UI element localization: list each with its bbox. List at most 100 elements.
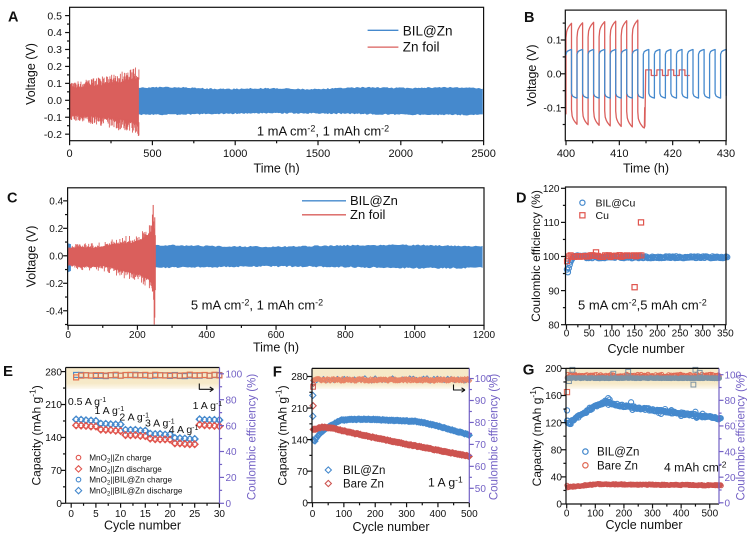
svg-text:5 mA cm-2,5 mAh cm-2: 5 mA cm-2,5 mAh cm-2 <box>578 298 707 313</box>
svg-text:Bare Zn: Bare Zn <box>343 479 384 491</box>
svg-text:BIL@Zn: BIL@Zn <box>403 23 453 38</box>
svg-text:0: 0 <box>310 509 316 520</box>
svg-text:0: 0 <box>68 509 74 520</box>
svg-text:Capacity (mAh g-1): Capacity (mAh g-1) <box>528 386 544 486</box>
svg-text:1000: 1000 <box>223 148 247 160</box>
svg-text:60: 60 <box>725 422 737 433</box>
svg-text:-0.1: -0.1 <box>44 112 62 124</box>
svg-text:100: 100 <box>604 329 621 340</box>
svg-text:90: 90 <box>475 396 487 407</box>
svg-text:0: 0 <box>564 329 570 340</box>
svg-text:70: 70 <box>475 440 487 451</box>
svg-text:800: 800 <box>337 330 354 341</box>
svg-text:20: 20 <box>725 473 737 484</box>
svg-text:MnO2||BIL@Zn charge: MnO2||BIL@Zn charge <box>89 476 172 487</box>
svg-text:Coulombic efficiency (%): Coulombic efficiency (%) <box>489 374 501 501</box>
svg-text:0: 0 <box>556 500 562 511</box>
svg-text:430: 430 <box>717 148 735 160</box>
svg-text:1 A g-1: 1 A g-1 <box>95 405 125 417</box>
svg-text:100: 100 <box>226 370 243 381</box>
svg-text:0: 0 <box>226 499 232 510</box>
svg-text:Capacity (mAh g-1): Capacity (mAh g-1) <box>274 385 290 485</box>
svg-text:210: 210 <box>291 404 308 415</box>
svg-text:0.2: 0.2 <box>49 224 63 235</box>
svg-text:0.0: 0.0 <box>49 252 63 263</box>
svg-text:25: 25 <box>189 509 201 520</box>
svg-text:80: 80 <box>226 395 238 406</box>
svg-text:1 A g-1: 1 A g-1 <box>428 474 463 489</box>
svg-text:200: 200 <box>129 330 146 341</box>
svg-text:Zn foil: Zn foil <box>350 207 386 222</box>
svg-text:100: 100 <box>336 509 353 520</box>
svg-text:20: 20 <box>164 509 176 520</box>
svg-text:80: 80 <box>548 320 560 331</box>
svg-text:E: E <box>3 363 13 380</box>
svg-text:400: 400 <box>198 330 215 341</box>
svg-text:200: 200 <box>616 508 633 519</box>
svg-text:Cu: Cu <box>596 210 610 222</box>
svg-text:Coulombic efficiency (%): Coulombic efficiency (%) <box>736 374 748 501</box>
svg-text:-0.4: -0.4 <box>46 307 64 318</box>
svg-text:Voltage (V): Voltage (V) <box>25 226 39 288</box>
svg-text:1 mA cm-2, 1 mAh cm-2: 1 mA cm-2, 1 mAh cm-2 <box>257 123 389 138</box>
svg-text:A: A <box>8 9 19 25</box>
svg-text:Coulombic efficiency (%): Coulombic efficiency (%) <box>247 374 259 501</box>
svg-text:210: 210 <box>45 400 62 411</box>
svg-text:0: 0 <box>65 330 71 341</box>
svg-text:0.0: 0.0 <box>47 95 62 107</box>
svg-text:2 A g-1: 2 A g-1 <box>119 411 149 423</box>
svg-text:Zn foil: Zn foil <box>403 39 440 54</box>
svg-text:400: 400 <box>430 509 447 520</box>
svg-text:140: 140 <box>291 435 308 446</box>
svg-text:Bare Zn: Bare Zn <box>597 460 638 472</box>
svg-text:Time (h): Time (h) <box>253 341 299 355</box>
svg-text:4 mAh cm-2: 4 mAh cm-2 <box>664 460 727 475</box>
svg-text:300: 300 <box>644 508 661 519</box>
svg-text:Coulombic efficiency (%): Coulombic efficiency (%) <box>529 190 543 322</box>
svg-text:400: 400 <box>557 148 575 160</box>
svg-text:110: 110 <box>544 218 560 229</box>
svg-text:70: 70 <box>297 467 309 478</box>
svg-text:15: 15 <box>140 509 152 520</box>
svg-text:0.0: 0.0 <box>547 69 562 81</box>
svg-text:100: 100 <box>475 374 492 385</box>
svg-text:40: 40 <box>725 447 737 458</box>
svg-text:1500: 1500 <box>306 148 330 160</box>
svg-text:20: 20 <box>226 473 238 484</box>
svg-text:Cycle number: Cycle number <box>352 520 429 534</box>
svg-text:0.4: 0.4 <box>49 197 63 208</box>
svg-text:410: 410 <box>610 148 628 160</box>
svg-text:Voltage (V): Voltage (V) <box>525 44 539 106</box>
svg-text:0.5 A g-1: 0.5 A g-1 <box>68 396 106 408</box>
svg-text:70: 70 <box>51 466 63 477</box>
svg-text:80: 80 <box>551 446 563 457</box>
svg-text:350: 350 <box>717 329 734 340</box>
svg-text:Cycle number: Cycle number <box>607 342 684 356</box>
svg-text:50: 50 <box>475 484 487 495</box>
svg-text:0: 0 <box>725 499 731 510</box>
svg-text:0: 0 <box>67 148 73 160</box>
svg-text:D: D <box>516 191 526 207</box>
svg-text:Cycle number: Cycle number <box>605 518 682 532</box>
svg-text:G: G <box>523 362 535 379</box>
svg-text:0.1: 0.1 <box>547 35 562 47</box>
svg-text:Cycle number: Cycle number <box>104 519 181 533</box>
svg-text:5 mA cm-2, 1 mAh cm-2: 5 mA cm-2, 1 mAh cm-2 <box>191 297 323 312</box>
svg-text:500: 500 <box>461 509 478 520</box>
svg-text:140: 140 <box>45 433 62 444</box>
svg-text:0.2: 0.2 <box>47 61 62 73</box>
svg-text:1 A g-1: 1 A g-1 <box>193 400 223 412</box>
svg-text:200: 200 <box>649 329 666 340</box>
svg-text:5: 5 <box>93 509 99 520</box>
svg-text:120: 120 <box>543 184 560 195</box>
svg-text:80: 80 <box>725 396 737 407</box>
svg-text:40: 40 <box>551 473 563 484</box>
svg-text:3 A g-1: 3 A g-1 <box>145 418 175 430</box>
svg-text:120: 120 <box>545 418 562 429</box>
svg-text:4 A g-1: 4 A g-1 <box>169 424 199 436</box>
svg-text:60: 60 <box>226 421 238 432</box>
svg-text:100: 100 <box>587 508 604 519</box>
svg-text:Capacity (mAh g-1): Capacity (mAh g-1) <box>28 385 44 485</box>
svg-text:2500: 2500 <box>471 148 495 160</box>
svg-text:160: 160 <box>545 391 562 402</box>
